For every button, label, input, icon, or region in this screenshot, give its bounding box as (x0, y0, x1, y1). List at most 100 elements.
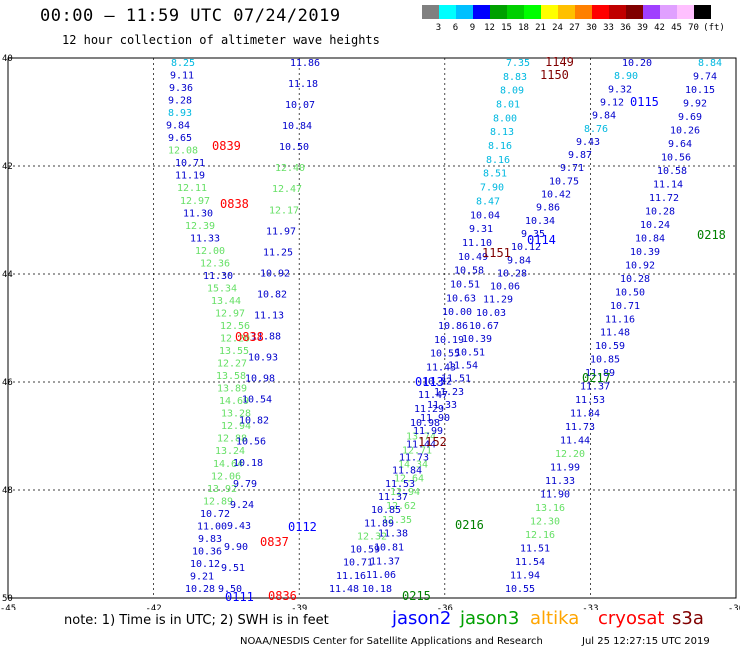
scale-label: 39 (637, 23, 648, 33)
wave-height-value: 12.39 (185, 221, 215, 232)
wave-height-value: 13.89 (217, 384, 247, 395)
wave-height-value: 9.43 (576, 137, 600, 148)
wave-height-value: 10.42 (541, 190, 571, 201)
wave-height-value: 10.54 (242, 395, 272, 406)
wave-height-value: 11.37 (580, 382, 610, 393)
wave-height-value: 13.28 (221, 409, 251, 420)
lat-tick-label: 50 (2, 594, 13, 604)
wave-height-value: 10.24 (640, 220, 670, 231)
scale-swatch (575, 5, 592, 19)
wave-height-value: 8.16 (488, 141, 512, 152)
wave-height-value: 11.90 (540, 490, 570, 501)
wave-height-value: 9.83 (198, 534, 222, 545)
wave-height-value: 14.64 (213, 459, 243, 470)
wave-height-value: 11.84 (392, 466, 422, 477)
wave-height-value: 10.26 (670, 125, 700, 136)
wave-height-value: 10.51 (455, 347, 485, 358)
wave-height-value: 11.53 (385, 479, 415, 490)
wave-height-value: 8.90 (614, 71, 638, 82)
wave-height-value: 11.99 (413, 426, 443, 437)
wave-height-value: 10.39 (462, 334, 492, 345)
pass-time-label: 0112 (288, 520, 317, 534)
pass-time-label: 0217 (582, 371, 611, 385)
lon-tick-label: -30 (728, 604, 740, 610)
wave-height-value: 11.30 (183, 208, 213, 219)
wave-height-value: 11.86 (290, 58, 320, 69)
generated-timestamp: Jul 25 12:27:15 UTC 2019 (582, 636, 710, 647)
wave-height-value: 11.16 (605, 314, 635, 325)
scale-label: 3 (435, 23, 442, 33)
footnote: note: 1) Time is in UTC; 2) SWH is in fe… (64, 613, 329, 628)
wave-height-value: 11.30 (203, 271, 233, 282)
wave-height-value: 11.89 (585, 368, 615, 379)
wave-height-value: 10.39 (630, 247, 660, 258)
wave-height-value: 11.18 (288, 79, 318, 90)
wave-height-value: 10.03 (476, 308, 506, 319)
pass-time-label: 0216 (455, 518, 484, 532)
wave-height-value: 11.29 (483, 295, 513, 306)
lon-tick-label: -39 (291, 604, 307, 610)
wave-height-value: 12.47 (272, 184, 302, 195)
wave-height-value: 11.51 (441, 374, 471, 385)
wave-height-value: 12.88 (217, 434, 247, 445)
wave-height-value: 9.90 (224, 542, 248, 553)
wave-height-value: 12.89 (203, 496, 233, 507)
wave-height-value: 12.40 (275, 163, 305, 174)
lat-tick-label: 44 (2, 270, 13, 280)
scale-label: 27 (569, 23, 580, 33)
wave-height-value: 12.20 (555, 449, 585, 460)
wave-height-value: 9.79 (233, 479, 257, 490)
wave-height-value: 10.55 (505, 584, 535, 595)
wave-height-value: 10.85 (590, 355, 620, 366)
wave-height-value: 11.84 (570, 409, 600, 420)
lat-tick-label: 42 (2, 162, 13, 172)
wave-height-value: 10.67 (469, 321, 499, 332)
wave-height-value: 8.93 (168, 108, 192, 119)
wave-height-map: -45-42-39-36-33-304042444648508.259.119.… (0, 54, 740, 610)
wave-height-value: 10.58 (454, 266, 484, 277)
pass-time-label: 0215 (402, 589, 431, 603)
wave-height-value: 10.72 (200, 509, 230, 520)
pass-time-label: 0839 (212, 139, 241, 153)
scale-label: 30 (586, 23, 597, 33)
scale-swatch (541, 5, 558, 19)
wave-height-value: 10.49 (458, 252, 488, 263)
wave-height-value: 7.90 (480, 183, 504, 194)
wave-height-value: 10.55 (430, 349, 460, 360)
scale-swatch (439, 5, 456, 19)
wave-height-value: 12.35 (382, 515, 412, 526)
wave-height-value: 12.62 (386, 501, 416, 512)
scale-swatch (524, 5, 541, 19)
wave-height-value: 11.06 (366, 570, 396, 581)
wave-height-value: 10.58 (657, 166, 687, 177)
wave-height-value: 11.72 (649, 193, 679, 204)
scale-label: 15 (501, 23, 512, 33)
wave-height-value: 10.86 (438, 321, 468, 332)
wave-height-value: 10.06 (490, 282, 520, 293)
pass-time-label: 1149 (545, 55, 574, 69)
wave-height-value: 11.48 (329, 584, 359, 595)
wave-height-value: 9.12 (600, 97, 624, 108)
wave-height-value: 8.47 (476, 196, 500, 207)
wave-height-value: 10.28 (620, 274, 650, 285)
wave-height-value: 12.36 (200, 258, 230, 269)
wave-height-value: 12.11 (177, 183, 207, 194)
pass-time-label: 0837 (260, 535, 289, 549)
wave-height-value: 10.52 (422, 376, 452, 387)
wave-height-value: 10.07 (285, 100, 315, 111)
wave-height-value: 12.17 (269, 205, 299, 216)
wave-height-value: 10.36 (192, 546, 222, 557)
wave-height-value: 8.00 (493, 113, 517, 124)
wave-height-value: 11.73 (399, 453, 429, 464)
wave-height-value: 11.53 (575, 395, 605, 406)
scale-label: 12 (484, 23, 495, 33)
wave-height-value: 12.20 (220, 334, 250, 345)
wave-height-value: 9.86 (536, 203, 560, 214)
wave-height-value: 12.00 (195, 246, 225, 257)
wave-height-value: 13.24 (215, 446, 245, 457)
scale-label: 42 (654, 23, 665, 33)
wave-height-value: 7.35 (506, 58, 530, 69)
legend-altika: altika (530, 608, 580, 629)
wave-height-value: 9.65 (168, 133, 192, 144)
wave-height-value: 11.00 (197, 521, 227, 532)
